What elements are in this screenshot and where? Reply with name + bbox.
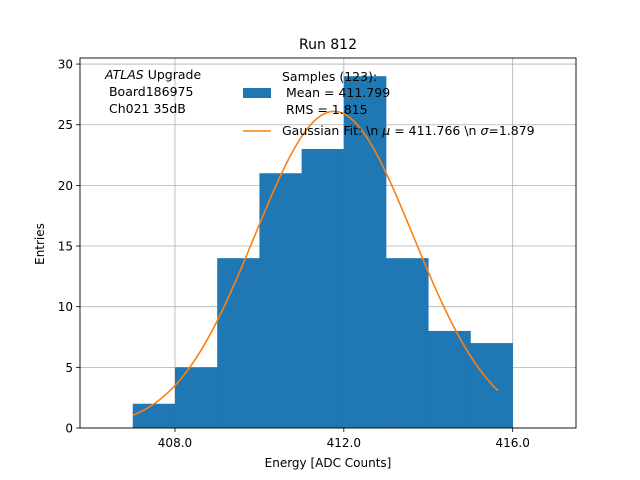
y-tick-label-6: 30	[58, 58, 73, 72]
histogram-bar-2	[217, 258, 260, 428]
legend-fit-sigma: σ	[480, 123, 489, 138]
legend-hist-swatch	[243, 88, 271, 98]
axes-frame	[79, 57, 577, 429]
histogram-bar-7	[428, 330, 471, 428]
y-tick-label-4: 20	[58, 179, 73, 193]
y-tick-label-1: 5	[65, 361, 73, 375]
legend-hist-line-2: Mean = 411.799	[282, 85, 390, 100]
legend-hist-line-1: Samples (123):	[282, 69, 377, 84]
x-tick-label-0: 408.0	[158, 436, 192, 450]
legend-fit-mu: μ	[381, 123, 390, 138]
histogram-bar-6	[386, 258, 429, 428]
histogram-bar-4	[301, 148, 345, 428]
x-axis-label: Energy [ADC Counts]	[265, 456, 392, 470]
histogram-bar-8	[470, 343, 513, 428]
chart-title: Run 812	[299, 37, 357, 53]
annotation-line-3: Ch021 35dB	[105, 101, 186, 116]
y-tick-label-3: 15	[58, 240, 73, 254]
annotation-line-2: Board186975	[105, 84, 193, 99]
x-tick-label-2: 416.0	[496, 436, 530, 450]
atlas-annotation: ATLAS Upgrade Board186975 Ch021 35dB	[104, 67, 201, 116]
legend-fit-label: Gaussian Fit: \n μ = 411.766 \n σ=1.879	[282, 123, 535, 138]
gaussian-fit-curve	[132, 110, 499, 417]
x-tick-label-1: 412.0	[327, 436, 361, 450]
y-axis-label: Entries	[33, 223, 47, 265]
histogram-bars	[132, 76, 513, 429]
axis-ticks: 408.0 412.0 416.0 0 5 10 15 20 25 30	[58, 58, 530, 450]
annotation-line-1: ATLAS Upgrade	[104, 67, 201, 82]
y-tick-label-2: 10	[58, 300, 73, 314]
histogram-bar-0	[132, 403, 176, 428]
legend-fit-mid: = 411.766 \n	[390, 123, 480, 138]
legend-fit-end: =1.879	[488, 123, 534, 138]
histogram-bar-3	[259, 173, 302, 428]
atlas-italic: ATLAS	[104, 67, 144, 82]
legend-fit-prefix: Gaussian Fit: \n	[282, 123, 382, 138]
histogram-bar-1	[174, 367, 218, 428]
legend-hist-line-3: RMS = 1.815	[282, 102, 368, 117]
annotation-upgrade: Upgrade	[144, 67, 202, 82]
y-tick-label-5: 25	[58, 118, 73, 132]
y-tick-label-0: 0	[65, 422, 73, 436]
legend: Samples (123): Mean = 411.799 RMS = 1.81…	[243, 69, 535, 138]
